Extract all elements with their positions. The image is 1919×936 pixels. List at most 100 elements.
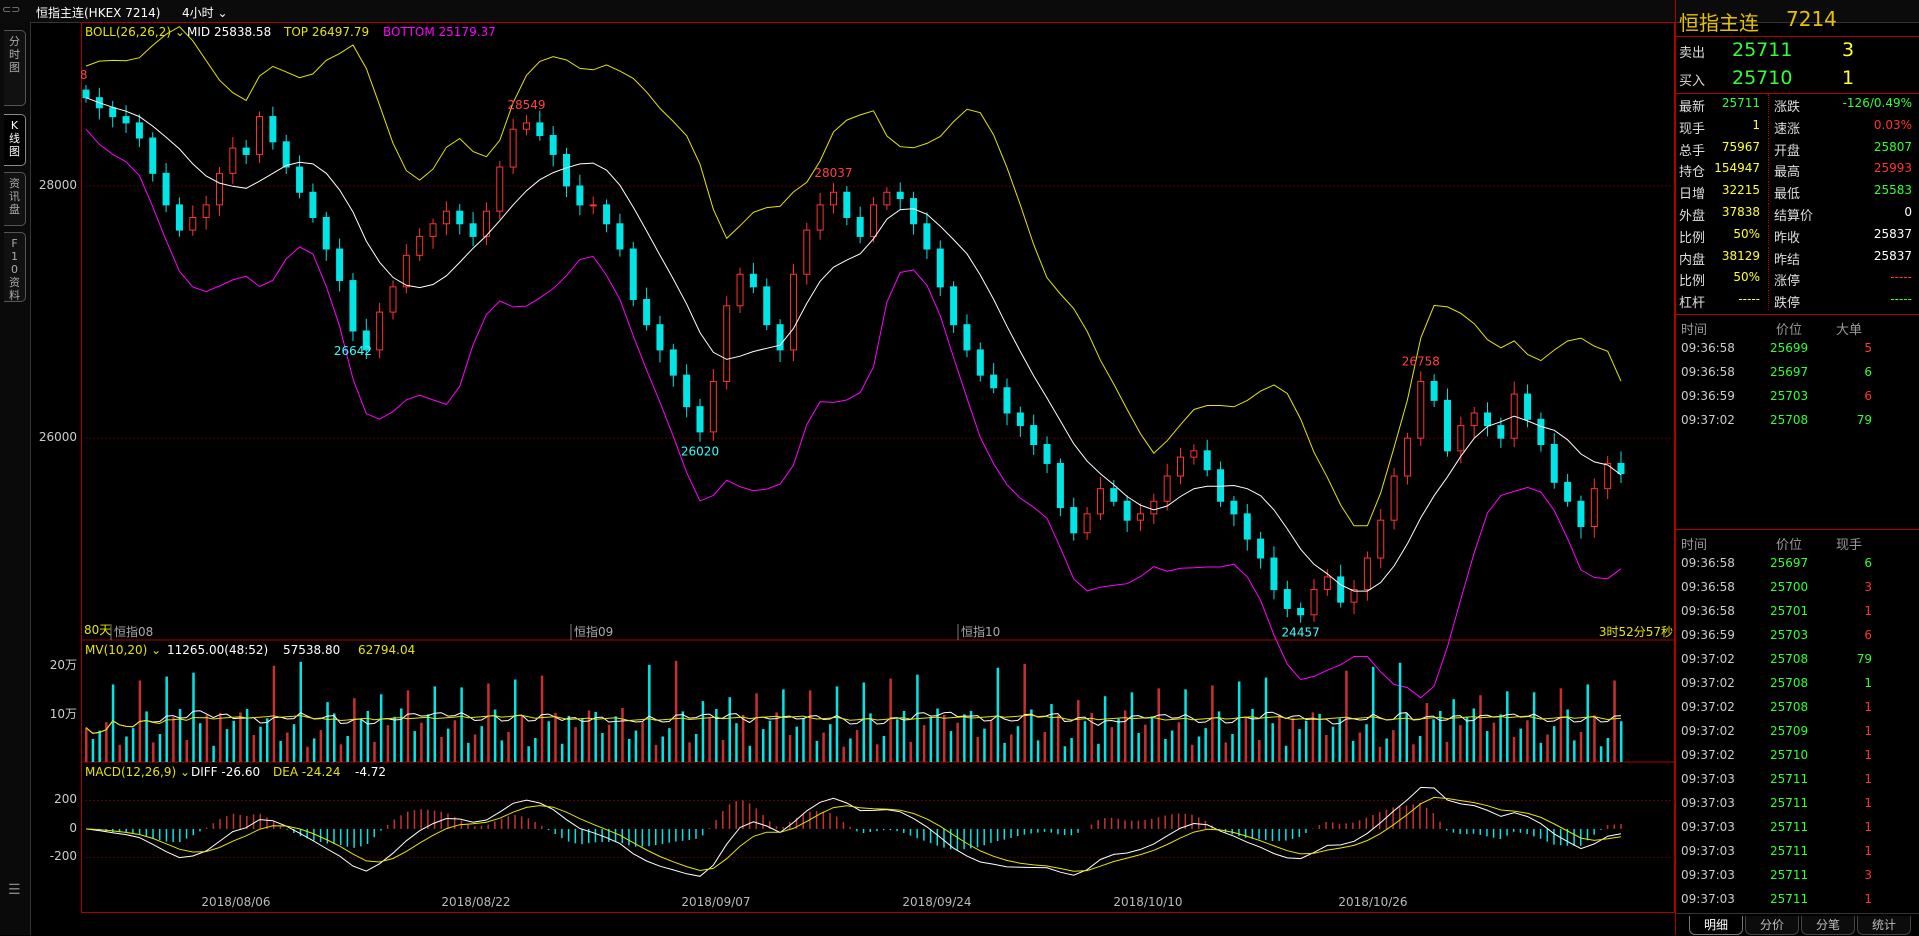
price-axis-label: 28000	[38, 177, 77, 192]
macd-label[interactable]: MACD(12,26,9) ⌄	[85, 765, 190, 779]
candle	[122, 116, 130, 124]
volume-bar	[1077, 700, 1080, 762]
tick-price: 25709	[1770, 724, 1809, 738]
tick-time: 09:36:58	[1681, 556, 1735, 570]
candle	[629, 248, 637, 300]
quote-row: 杠杆 ----- 跌停 -----	[1676, 290, 1919, 311]
tick-row: 09:37:03 25711 1	[1676, 842, 1919, 862]
volume-bar	[949, 731, 953, 762]
left-tab-3[interactable]: F10资料	[4, 232, 26, 302]
candle	[429, 223, 437, 237]
bottom-tab-3[interactable]: 统计	[1857, 916, 1911, 935]
title-bar: 恒指主连(HKEX 7214) 4小时 ⌄ ⊂⊃	[0, 0, 1919, 23]
candle	[589, 204, 597, 207]
bottom-tab-2[interactable]: 分笔	[1801, 916, 1855, 935]
candle	[1003, 387, 1011, 414]
link-icon[interactable]: ⊂⊃	[2, 3, 21, 16]
tick-qty: 1	[1864, 724, 1872, 738]
volume-bar	[272, 665, 276, 762]
volume-bar	[802, 718, 805, 762]
volume-bar	[1284, 745, 1288, 762]
volume-bar	[158, 734, 162, 762]
mv-label[interactable]: MV(10,20) ⌄	[85, 643, 161, 657]
divider	[1768, 115, 1770, 136]
menu-icon[interactable]: ☰	[8, 882, 21, 898]
volume-bar	[701, 701, 705, 762]
candle	[536, 122, 544, 137]
candle	[469, 223, 477, 237]
bottom-tab-1[interactable]: 分价	[1745, 916, 1799, 935]
candle	[482, 210, 490, 237]
volume-bar	[648, 664, 651, 762]
tick-qty: 1	[1864, 748, 1872, 762]
quote-label: 总手	[1679, 143, 1706, 159]
tick-time: 09:37:03	[1681, 820, 1735, 834]
quote-value: 154947	[1714, 161, 1760, 176]
quote-row: 日增 32215 最低 25583	[1676, 181, 1919, 202]
bottom-tab-0[interactable]: 明细	[1689, 916, 1743, 935]
tick-time: 09:36:59	[1681, 628, 1735, 642]
volume-bar	[1392, 730, 1395, 762]
volume-bar	[1311, 712, 1315, 762]
left-tab-1[interactable]: K线图	[4, 114, 26, 166]
candle	[1390, 475, 1398, 521]
macd-dea-value: DEA -24.24	[273, 765, 341, 779]
volume-bar	[1351, 740, 1355, 762]
candle	[669, 349, 677, 376]
candle	[963, 324, 971, 351]
sell-label: 卖出	[1679, 46, 1706, 61]
volume-bar	[165, 676, 168, 762]
mv-10-line	[85, 710, 1622, 734]
candle	[870, 204, 878, 237]
boll-label[interactable]: BOLL(26,26,2) ⌄	[85, 25, 185, 39]
volume-bar	[534, 737, 537, 762]
period-selector[interactable]: 4小时 ⌄	[182, 4, 228, 21]
volume-axis-label: 10万	[49, 706, 77, 721]
volume-bar	[487, 683, 490, 762]
left-tab-2[interactable]: 资讯盘	[4, 172, 26, 226]
volume-bar	[245, 708, 249, 762]
sell-qty: 3	[1842, 39, 1855, 61]
volume-bar	[279, 740, 282, 762]
candle	[362, 330, 370, 351]
volume-bar	[1365, 724, 1368, 762]
quote-value: 25993	[1873, 161, 1912, 176]
divider	[1768, 203, 1770, 223]
volume-bar	[292, 724, 296, 762]
volume-bar	[1184, 689, 1187, 762]
quote-value: 0	[1904, 205, 1912, 219]
quote-value: 75967	[1721, 139, 1760, 154]
candle	[1217, 469, 1225, 502]
volume-bar	[1593, 715, 1596, 762]
candle	[990, 374, 998, 389]
volume-bar	[1452, 699, 1455, 762]
volume-bar	[983, 728, 986, 762]
volume-bar	[1358, 732, 1362, 762]
volume-bar	[252, 735, 256, 762]
quote-row: 内盘 38129 昨结 25837	[1676, 246, 1919, 268]
candle	[1377, 519, 1385, 559]
volume-bar	[373, 741, 376, 762]
volume-bar	[1318, 713, 1321, 762]
tick-qty: 1	[1864, 796, 1872, 810]
volume-bar	[621, 708, 624, 762]
volume-bar	[1418, 735, 1422, 762]
volume-bar	[574, 727, 577, 762]
quote-label[interactable]: 结算价	[1774, 209, 1814, 224]
volume-bar	[601, 733, 604, 762]
volume-bar	[775, 712, 778, 762]
candle	[1443, 399, 1451, 452]
candle	[1577, 500, 1585, 527]
volume-bar	[1237, 681, 1241, 762]
left-tab-0[interactable]: 分时图	[4, 30, 26, 106]
tick-row: 09:37:03 25711 3	[1676, 866, 1919, 886]
symbol-label[interactable]: 恒指主连(HKEX 7214)	[36, 6, 161, 20]
candle	[82, 89, 90, 99]
volume-bar	[353, 698, 356, 762]
volume-bar	[1070, 737, 1073, 762]
chart-area[interactable]: 28549 26642 28037 26020 26758 24457 098 BOLL(26…	[81, 22, 1675, 913]
tick-row: 09:36:58 25699 5	[1676, 339, 1919, 359]
quote-label: 持仓	[1679, 165, 1706, 181]
candle	[856, 216, 864, 237]
volume-bar	[1485, 731, 1489, 762]
